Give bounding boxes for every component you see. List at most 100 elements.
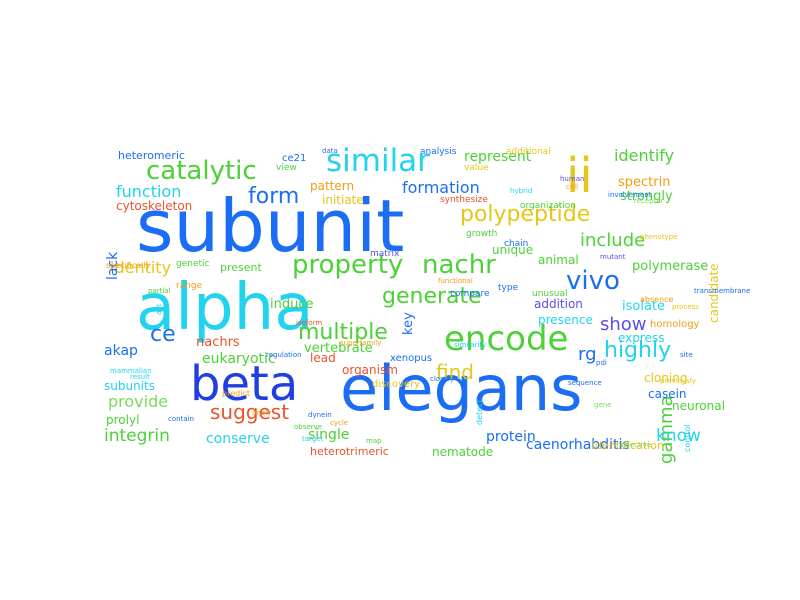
word-conserve: conserve bbox=[206, 431, 270, 447]
word-phenotype: phenotype bbox=[640, 233, 678, 241]
word-organization: organization bbox=[520, 201, 576, 211]
word-caenorhabditis: caenorhabditis bbox=[526, 437, 630, 453]
word-genetic: genetic bbox=[176, 259, 210, 269]
word-previously: previously bbox=[660, 377, 697, 385]
word-transmembrane: transmembrane bbox=[694, 287, 751, 295]
word-polymerase: polymerase bbox=[632, 259, 709, 274]
word-express: express bbox=[618, 331, 665, 345]
word-dynein: dynein bbox=[308, 411, 332, 419]
word-result: result bbox=[130, 373, 150, 381]
word-nachr: nachr bbox=[422, 250, 496, 280]
word-prolyl: prolyl bbox=[106, 413, 140, 427]
word-property: property bbox=[292, 250, 404, 280]
word-superfamily: superfamily bbox=[340, 339, 382, 347]
word-gene: gene bbox=[594, 401, 612, 409]
word-compare: compare bbox=[450, 289, 490, 299]
word-know: know bbox=[656, 426, 701, 446]
word-identity: identity bbox=[110, 258, 172, 277]
word-alpha: alpha bbox=[136, 271, 314, 345]
word-ii: ii bbox=[566, 148, 593, 204]
word-similarity: similarity bbox=[454, 341, 487, 349]
word-cycle: cycle bbox=[330, 419, 349, 427]
word-control: control bbox=[683, 423, 692, 452]
word-act: act bbox=[155, 303, 163, 315]
word-casein: casein bbox=[648, 387, 687, 401]
word-functional: functional bbox=[438, 277, 473, 285]
word-present: present bbox=[220, 261, 262, 274]
word-addition: addition bbox=[534, 297, 583, 311]
word-pattern: pattern bbox=[310, 179, 355, 193]
word-neuronal: neuronal bbox=[672, 399, 725, 413]
word-xenopus: xenopus bbox=[390, 353, 433, 364]
word-detect: detect bbox=[475, 399, 484, 425]
word-process: process bbox=[672, 303, 699, 311]
word-closely: closely bbox=[430, 375, 455, 383]
word-include: include bbox=[580, 230, 646, 251]
word-ce21: ce21 bbox=[282, 153, 307, 164]
word-key: key bbox=[401, 312, 416, 336]
word-absence: absence bbox=[640, 295, 674, 304]
word-elegans: elegans bbox=[340, 352, 583, 425]
word-spectrin: spectrin bbox=[618, 175, 671, 190]
word-unique: unique bbox=[492, 243, 534, 257]
word-imply: imply bbox=[252, 409, 272, 417]
word-polypeptide: polypeptide bbox=[460, 202, 591, 227]
word-partial: partial bbox=[148, 287, 171, 295]
word-site: site bbox=[680, 351, 693, 359]
word-hybrid: hybrid bbox=[510, 187, 533, 195]
word-additional: additional bbox=[506, 147, 551, 157]
word-regulation: regulation bbox=[266, 351, 302, 359]
word-specifically: specifically bbox=[106, 261, 151, 270]
word-eukaryotic: eukaryotic bbox=[202, 351, 276, 367]
word-integrin: integrin bbox=[104, 426, 170, 446]
word-beta: beta bbox=[190, 356, 299, 412]
word-target: target bbox=[302, 435, 324, 443]
word-ce: ce bbox=[150, 322, 176, 347]
word-highly: highly bbox=[604, 338, 672, 363]
word-isoform: isoform bbox=[296, 319, 323, 327]
word-single: single bbox=[308, 427, 350, 443]
word-represent: represent bbox=[464, 149, 532, 165]
word-rg: rg bbox=[578, 344, 597, 365]
word-function: function bbox=[116, 182, 182, 201]
word-sequence: sequence bbox=[568, 379, 602, 387]
word-matrix: matrix bbox=[370, 249, 400, 259]
word-receptor: receptor bbox=[634, 197, 664, 205]
word-vertebrate: vertebrate bbox=[304, 341, 373, 356]
word-discovery: discovery bbox=[372, 379, 421, 390]
word-cell: cell bbox=[566, 183, 579, 191]
word-subunit: subunit bbox=[136, 184, 405, 268]
word-homology: homology bbox=[650, 319, 700, 330]
word-range: range bbox=[176, 281, 203, 291]
word-nematode: nematode bbox=[432, 445, 494, 459]
word-growth: growth bbox=[466, 229, 498, 239]
word-predict: predict bbox=[222, 389, 250, 398]
word-synthesize: synthesize bbox=[440, 195, 488, 205]
word-value: value bbox=[464, 163, 489, 173]
word-map: map bbox=[366, 437, 382, 445]
word-suggest: suggest bbox=[210, 400, 290, 424]
word-form: form bbox=[248, 184, 300, 209]
word-heteromeric: heteromeric bbox=[118, 149, 185, 162]
word-initiate: initiate bbox=[322, 193, 364, 207]
word-pdi: pdi bbox=[596, 359, 607, 367]
word-human: human bbox=[560, 175, 585, 183]
word-strongly: strongly bbox=[620, 189, 673, 204]
word-view: view bbox=[276, 163, 297, 173]
word-subunits: subunits bbox=[104, 379, 155, 393]
word-formation: formation bbox=[402, 178, 480, 197]
word-akap: akap bbox=[104, 343, 138, 359]
word-induce: induce bbox=[270, 297, 314, 312]
word-chain: chain bbox=[504, 239, 529, 249]
word-selective: selective bbox=[620, 441, 652, 449]
word-type: type bbox=[498, 283, 519, 293]
word-identification: identification bbox=[592, 439, 664, 452]
word-cytoskeleton: cytoskeleton bbox=[116, 199, 193, 213]
word-provide: provide bbox=[108, 392, 169, 411]
word-animal: animal bbox=[538, 253, 579, 267]
word-heterotrimeric: heterotrimeric bbox=[310, 445, 389, 458]
word-identify: identify bbox=[614, 146, 675, 165]
word-observe: observe bbox=[294, 423, 323, 431]
word-mammalian: mammalian bbox=[110, 367, 152, 375]
